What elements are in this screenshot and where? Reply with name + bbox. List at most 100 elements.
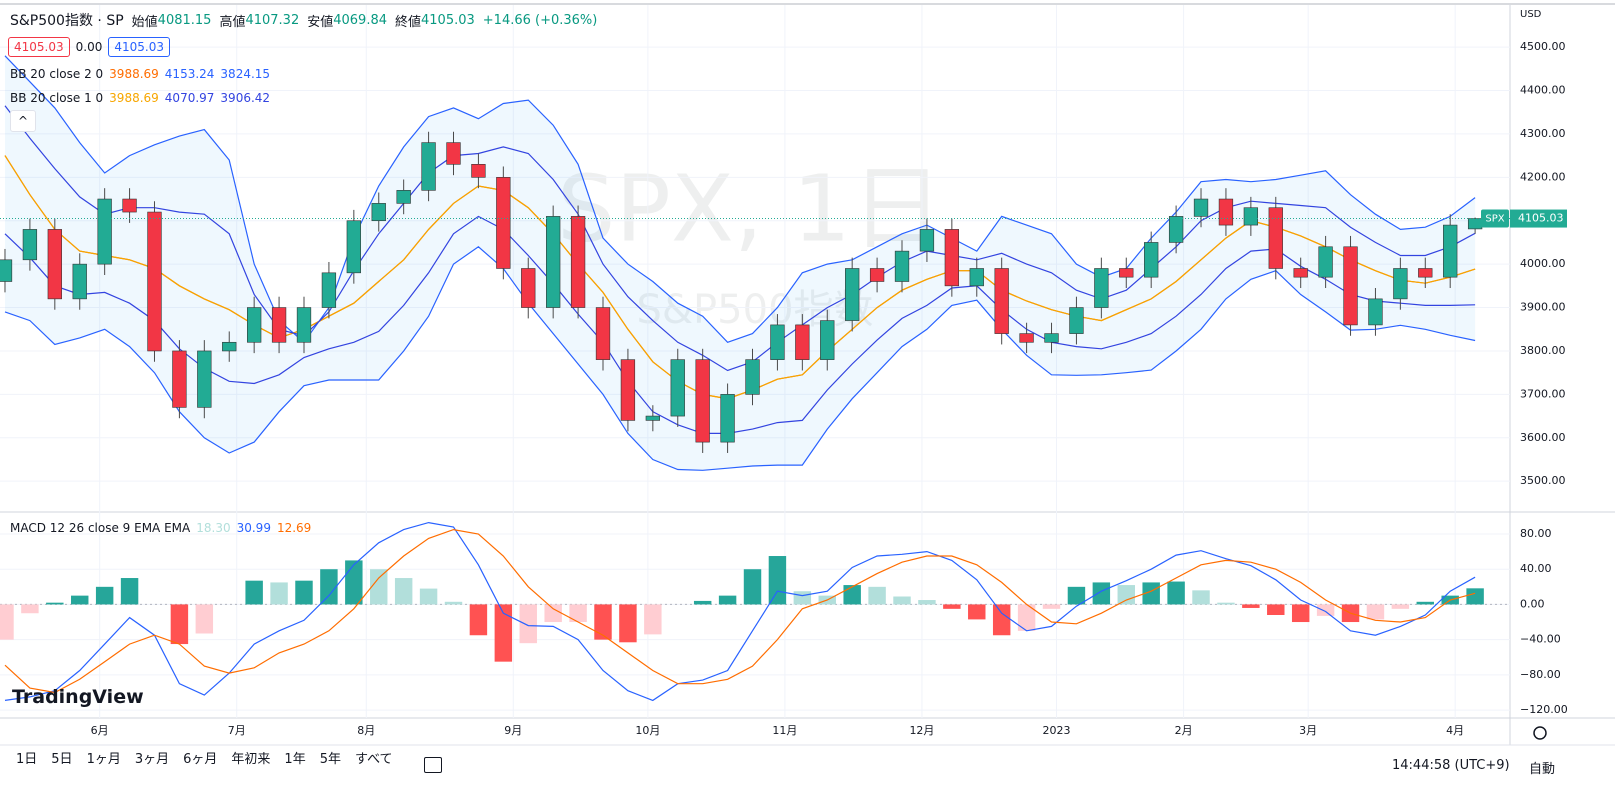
date-range-button[interactable] bbox=[424, 757, 442, 773]
candle-body bbox=[894, 250, 910, 282]
range-button[interactable]: 年初来 bbox=[231, 752, 271, 767]
candle-body bbox=[1343, 246, 1358, 326]
candle-body bbox=[695, 359, 710, 443]
candle-body bbox=[247, 307, 262, 343]
y-tick-label: −120.00 bbox=[1520, 703, 1568, 716]
candle-body bbox=[1168, 216, 1184, 243]
range-button[interactable]: 1ヶ月 bbox=[86, 752, 121, 767]
histogram-bar bbox=[544, 604, 562, 623]
y-tick-label: −80.00 bbox=[1520, 668, 1561, 681]
histogram-bar bbox=[0, 604, 14, 640]
clock: 14:44:58 (UTC+9) bbox=[1392, 758, 1510, 773]
candle-body bbox=[1368, 298, 1383, 326]
candle-body bbox=[1044, 333, 1059, 343]
ohlc-label: 始値 bbox=[131, 14, 158, 30]
range-button[interactable]: すべて bbox=[354, 752, 393, 767]
candle-body bbox=[421, 142, 436, 191]
range-button[interactable]: 5年 bbox=[319, 752, 341, 767]
x-tick-label: 2月 bbox=[1175, 724, 1193, 737]
histogram-bar bbox=[1391, 604, 1410, 609]
range-button[interactable]: 6ヶ月 bbox=[183, 752, 218, 767]
candle-body bbox=[969, 268, 984, 287]
x-tick-label: 9月 bbox=[504, 724, 522, 737]
histogram-bar bbox=[295, 580, 313, 605]
histogram-bar bbox=[1042, 604, 1061, 609]
symbol-tag-text: SPX bbox=[1485, 214, 1504, 225]
histogram-bar bbox=[968, 604, 986, 620]
ohlc-value: 4105.03 bbox=[421, 12, 475, 28]
histogram-bar bbox=[793, 591, 812, 605]
range-button[interactable]: 1日 bbox=[16, 752, 38, 767]
legend-value: 4153.24 bbox=[164, 67, 215, 81]
y-tick-label: −40.00 bbox=[1520, 633, 1561, 646]
histogram-bar bbox=[95, 586, 114, 605]
y-tick-label: 4200.00 bbox=[1520, 170, 1566, 183]
range-toolbar: 1日 5日 1ヶ月 3ヶ月 6ヶ月 年初来 1年 5年 すべて bbox=[16, 748, 393, 767]
range-button[interactable]: 1年 bbox=[284, 752, 306, 767]
candle-body bbox=[521, 268, 536, 308]
histogram-bar bbox=[170, 604, 189, 645]
x-tick-label: 12月 bbox=[909, 724, 934, 737]
y-tick-label: 4000.00 bbox=[1520, 257, 1566, 270]
candle-body bbox=[97, 198, 112, 265]
band-lower bbox=[4, 246, 1476, 471]
price-tag-text: 4105.03 bbox=[1518, 212, 1564, 225]
histogram-bar bbox=[1466, 588, 1484, 605]
price-tag bbox=[1510, 209, 1567, 228]
band-fill bbox=[4, 55, 1476, 471]
candle-body bbox=[570, 216, 586, 308]
spread: 0.00 bbox=[75, 40, 103, 54]
histogram-bar bbox=[370, 569, 388, 605]
histogram-bar bbox=[594, 604, 612, 640]
candle-body bbox=[1094, 268, 1109, 308]
candle-body bbox=[396, 190, 411, 204]
symbol: S&P500指数 · SP bbox=[10, 13, 124, 29]
symbol-tag bbox=[1481, 209, 1509, 228]
macd-legend: MACD 12 26 close 9 EMA EMA 18.30 30.99 1… bbox=[10, 521, 311, 535]
histogram-bar bbox=[619, 604, 637, 643]
collapse-button[interactable]: ^ bbox=[10, 110, 36, 132]
x-tick-label: 4月 bbox=[1446, 724, 1464, 737]
candle-body bbox=[346, 220, 361, 274]
y-tick-label: 3700.00 bbox=[1520, 387, 1566, 400]
histogram-bar bbox=[768, 556, 787, 605]
candle-body bbox=[795, 324, 810, 360]
histogram-bar bbox=[1291, 604, 1310, 623]
candle-body bbox=[1193, 198, 1209, 217]
candle-body bbox=[496, 177, 511, 269]
histogram-bar bbox=[394, 578, 413, 605]
histogram-bar bbox=[693, 600, 712, 605]
candle-body bbox=[147, 211, 162, 352]
candle-body bbox=[670, 359, 685, 417]
histogram-bar bbox=[494, 604, 513, 662]
candle-body bbox=[321, 272, 337, 308]
candle-body bbox=[869, 268, 885, 282]
y-tick-label: 0.00 bbox=[1520, 597, 1545, 610]
macd-line bbox=[4, 521, 1476, 702]
legend-value: 3988.69 bbox=[109, 91, 159, 105]
candle-body bbox=[770, 324, 785, 360]
histogram-bar bbox=[1192, 590, 1210, 605]
histogram-bar bbox=[71, 595, 89, 605]
histogram-bar bbox=[843, 585, 861, 605]
candle-body bbox=[546, 216, 561, 308]
legend-value: 30.99 bbox=[236, 521, 271, 535]
histogram-bar bbox=[1366, 604, 1385, 620]
ohlc-value: 4107.32 bbox=[245, 12, 300, 28]
candle-body bbox=[47, 229, 62, 300]
candle-body bbox=[1318, 246, 1333, 278]
candle-body bbox=[1393, 268, 1408, 300]
histogram-bar bbox=[893, 596, 911, 605]
candle-body bbox=[944, 229, 960, 287]
candle-body bbox=[1418, 268, 1433, 278]
range-button[interactable]: 5日 bbox=[51, 752, 73, 767]
range-button[interactable]: 3ヶ月 bbox=[134, 752, 170, 767]
histogram-bar bbox=[992, 604, 1011, 636]
x-tick-label: 10月 bbox=[635, 724, 660, 737]
auto-scale[interactable]: 自動 bbox=[1529, 762, 1556, 777]
settings-icon[interactable] bbox=[1533, 726, 1547, 740]
histogram-bar bbox=[1092, 582, 1111, 605]
y-tick-label: 4300.00 bbox=[1520, 127, 1566, 140]
candle-body bbox=[1293, 268, 1308, 278]
